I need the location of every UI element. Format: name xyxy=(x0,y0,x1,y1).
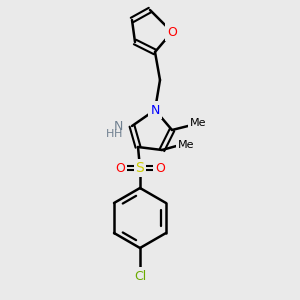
Text: Me: Me xyxy=(190,118,206,128)
Text: Me: Me xyxy=(178,140,194,150)
Text: H: H xyxy=(114,129,122,139)
Text: S: S xyxy=(136,161,144,175)
Text: O: O xyxy=(155,161,165,175)
Text: H: H xyxy=(106,129,114,139)
Text: O: O xyxy=(115,161,125,175)
Text: N: N xyxy=(150,103,160,116)
Text: N: N xyxy=(113,119,123,133)
Text: Cl: Cl xyxy=(134,269,146,283)
Text: O: O xyxy=(167,26,177,38)
